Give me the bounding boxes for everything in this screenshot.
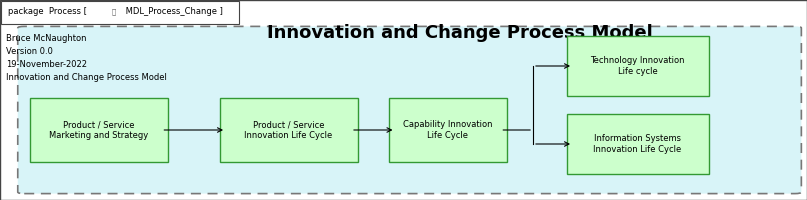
Text: ⬞: ⬞ xyxy=(111,8,115,15)
FancyBboxPatch shape xyxy=(30,98,168,162)
FancyBboxPatch shape xyxy=(1,1,239,24)
Text: MDL_Process_Change ]: MDL_Process_Change ] xyxy=(123,7,224,16)
FancyBboxPatch shape xyxy=(389,98,507,162)
FancyBboxPatch shape xyxy=(220,98,358,162)
Text: Information Systems
Innovation Life Cycle: Information Systems Innovation Life Cycl… xyxy=(593,134,682,154)
Text: Technology Innovation
Life cycle: Technology Innovation Life cycle xyxy=(590,56,685,76)
FancyBboxPatch shape xyxy=(567,36,709,96)
Text: Innovation and Change Process Model: Innovation and Change Process Model xyxy=(267,24,653,42)
FancyBboxPatch shape xyxy=(18,26,801,194)
Text: package  Process [: package Process [ xyxy=(8,7,87,16)
FancyBboxPatch shape xyxy=(567,114,709,174)
Text: Product / Service
Marketing and Strategy: Product / Service Marketing and Strategy xyxy=(49,120,148,140)
Text: Bruce McNaughton
Version 0.0
19-November-2022
Innovation and Change Process Mode: Bruce McNaughton Version 0.0 19-November… xyxy=(6,34,167,82)
Text: Product / Service
Innovation Life Cycle: Product / Service Innovation Life Cycle xyxy=(245,120,332,140)
Text: Capability Innovation
Life Cycle: Capability Innovation Life Cycle xyxy=(404,120,492,140)
